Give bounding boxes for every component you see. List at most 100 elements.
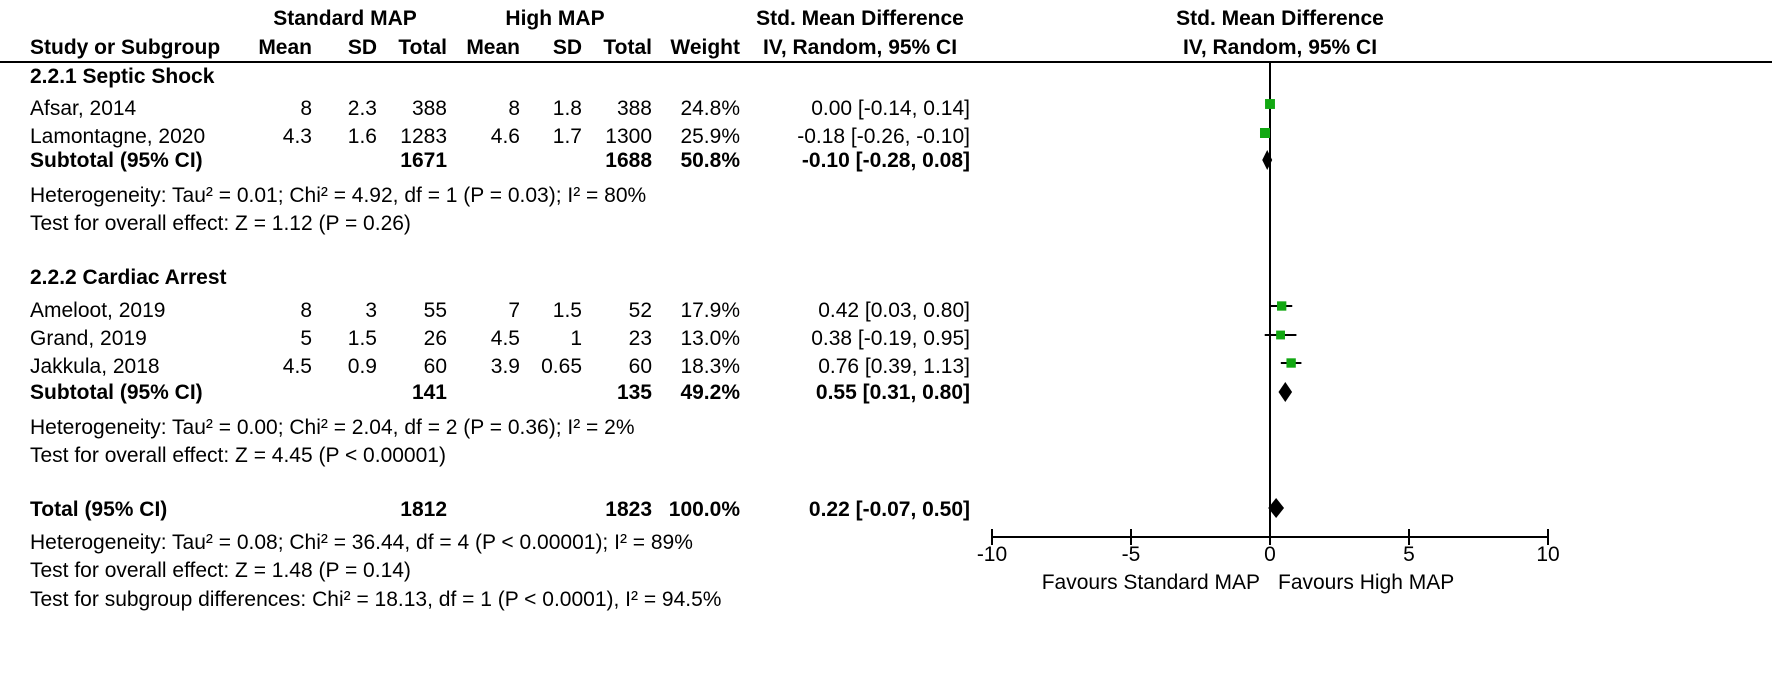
subtotal-ci: -0.10 [-0.28, 0.08]	[801, 149, 970, 172]
overall-effect-text: Test for overall effect: Z = 1.12 (P = 0…	[30, 212, 411, 235]
sd2-cell: 1.5	[552, 299, 582, 322]
total1-cell: 55	[423, 299, 447, 322]
x-axis-tick-label: 5	[1403, 543, 1415, 566]
overall-effect-text: Test for overall effect: Z = 4.45 (P < 0…	[30, 444, 446, 467]
group1-header: Standard MAP	[273, 7, 417, 30]
heterogeneity-text: Heterogeneity: Tau² = 0.01; Chi² = 4.92,…	[30, 184, 647, 207]
ci-cell: 0.42 [0.03, 0.80]	[818, 299, 970, 322]
header-rule	[0, 61, 1772, 63]
x-axis-tick-label: 10	[1536, 543, 1559, 566]
study-name: Ameloot, 2019	[30, 299, 166, 322]
subtotal-weight: 49.2%	[680, 381, 740, 404]
group2-header: High MAP	[505, 7, 605, 30]
ci-cell: 0.00 [-0.14, 0.14]	[811, 97, 970, 120]
x-axis-tick-label: -10	[977, 543, 1007, 566]
study-point-marker	[1265, 99, 1275, 109]
weight-cell: 18.3%	[680, 355, 740, 378]
total2-cell: 1300	[605, 125, 652, 148]
ci-cell: 0.38 [-0.19, 0.95]	[811, 327, 970, 350]
col-weight-header: Weight	[670, 36, 740, 59]
mean1-cell: 8	[300, 299, 312, 322]
effect-title: Std. Mean Difference	[756, 7, 964, 30]
study-name: Afsar, 2014	[30, 97, 137, 120]
subgroup-title: 2.2.1 Septic Shock	[30, 65, 215, 88]
study-point-marker	[1286, 358, 1296, 368]
subtotal-weight: 50.8%	[680, 149, 740, 172]
study-name: Lamontagne, 2020	[30, 125, 206, 148]
total1-cell: 1283	[400, 125, 447, 148]
total-total1: 1812	[400, 498, 447, 521]
col-sd1-header: SD	[347, 36, 377, 59]
weight-cell: 24.8%	[680, 97, 740, 120]
x-axis-tick-label: 0	[1264, 543, 1276, 566]
total-overall-effect-text: Test for overall effect: Z = 1.48 (P = 0…	[30, 559, 411, 582]
ci-cell: -0.18 [-0.26, -0.10]	[797, 125, 970, 148]
total-heterogeneity-text: Heterogeneity: Tau² = 0.08; Chi² = 36.44…	[30, 531, 693, 554]
summary-diamond	[1278, 382, 1293, 402]
study-name: Grand, 2019	[30, 327, 147, 350]
effect-subtitle: IV, Random, 95% CI	[762, 36, 958, 59]
plot-title: Std. Mean Difference	[1176, 7, 1384, 30]
plot-subtitle: IV, Random, 95% CI	[1182, 36, 1378, 59]
sd1-cell: 3	[365, 299, 377, 322]
col-total2-header: Total	[603, 36, 652, 59]
favours-left-label: Favours Standard MAP	[1041, 571, 1260, 594]
favours-right-label: Favours High MAP	[1278, 571, 1455, 594]
sd1-cell: 0.9	[347, 355, 377, 378]
total1-cell: 60	[423, 355, 447, 378]
subtotal-total1: 141	[411, 381, 447, 404]
col-mean1-header: Mean	[258, 36, 312, 59]
total2-cell: 60	[628, 355, 652, 378]
sd1-cell: 1.6	[347, 125, 377, 148]
sd1-cell: 1.5	[347, 327, 377, 350]
study-point-marker	[1259, 128, 1270, 138]
subtotal-ci: 0.55 [0.31, 0.80]	[815, 381, 970, 404]
mean2-cell: 8	[508, 97, 520, 120]
weight-cell: 17.9%	[680, 299, 740, 322]
subtotal-total2: 1688	[605, 149, 652, 172]
sd1-cell: 2.3	[347, 97, 377, 120]
mean1-cell: 4.3	[282, 125, 312, 148]
mean2-cell: 3.9	[490, 355, 520, 378]
sd2-cell: 1.7	[552, 125, 582, 148]
total-ci: 0.22 [-0.07, 0.50]	[808, 498, 970, 521]
mean2-cell: 4.5	[490, 327, 520, 350]
heterogeneity-text: Heterogeneity: Tau² = 0.00; Chi² = 2.04,…	[30, 416, 635, 439]
total2-cell: 52	[628, 299, 652, 322]
study-point-marker	[1276, 330, 1285, 340]
subtotal-label: Subtotal (95% CI)	[30, 381, 203, 404]
total-total2: 1823	[605, 498, 652, 521]
x-axis-tick-label: -5	[1122, 543, 1141, 566]
summary-diamond	[1262, 150, 1273, 170]
col-mean2-header: Mean	[466, 36, 520, 59]
sd2-cell: 0.65	[541, 355, 582, 378]
sd2-cell: 1.8	[552, 97, 582, 120]
col-total1-header: Total	[398, 36, 447, 59]
weight-cell: 25.9%	[680, 125, 740, 148]
mean2-cell: 7	[508, 299, 520, 322]
subgroup-differences-text: Test for subgroup differences: Chi² = 18…	[30, 588, 722, 611]
mean2-cell: 4.6	[490, 125, 520, 148]
mean1-cell: 8	[300, 97, 312, 120]
subtotal-total1: 1671	[400, 149, 447, 172]
study-name: Jakkula, 2018	[30, 355, 160, 378]
total2-cell: 23	[628, 327, 652, 350]
subgroup-title: 2.2.2 Cardiac Arrest	[30, 266, 227, 289]
total1-cell: 388	[411, 97, 447, 120]
col-sd2-header: SD	[552, 36, 582, 59]
total-weight: 100.0%	[668, 498, 740, 521]
total1-cell: 26	[423, 327, 447, 350]
summary-diamond	[1268, 498, 1285, 518]
ci-cell: 0.76 [0.39, 1.13]	[818, 355, 970, 378]
weight-cell: 13.0%	[680, 327, 740, 350]
mean1-cell: 5	[300, 327, 312, 350]
study-point-marker	[1277, 301, 1287, 311]
subtotal-label: Subtotal (95% CI)	[30, 149, 203, 172]
subtotal-total2: 135	[616, 381, 652, 404]
col-study-header: Study or Subgroup	[30, 36, 221, 59]
total2-cell: 388	[616, 97, 652, 120]
total-label: Total (95% CI)	[30, 498, 168, 521]
sd2-cell: 1	[570, 327, 582, 350]
mean1-cell: 4.5	[282, 355, 312, 378]
